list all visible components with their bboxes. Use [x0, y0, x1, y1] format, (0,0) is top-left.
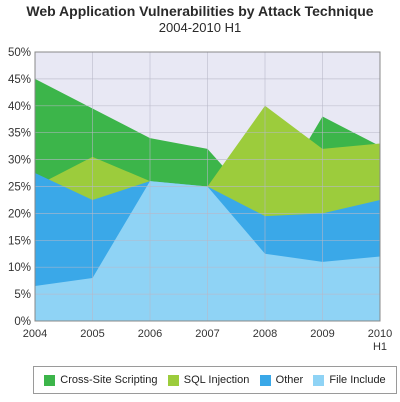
legend-item-file-include: File Include — [313, 374, 386, 386]
legend-item-other: Other — [259, 374, 304, 386]
legend-label-sql-injection: SQL Injection — [183, 374, 250, 386]
x-tick-label: 2006 — [138, 328, 162, 340]
y-tick-label: 10% — [8, 262, 31, 274]
y-tick-label: 15% — [8, 235, 31, 247]
plot-frame — [34, 51, 381, 322]
legend-swatch-other — [259, 374, 271, 386]
chart-subtitle: 2004-2010 H1 — [158, 20, 242, 35]
y-tick-label: 40% — [8, 101, 31, 113]
x-tick-label: 2010 — [368, 328, 392, 340]
x-tick-label: 2008 — [253, 328, 277, 340]
y-tick-label: 30% — [8, 155, 31, 167]
x-tick-label: 2004 — [23, 328, 47, 340]
legend-label-other: Other — [275, 374, 304, 386]
y-tick-label: 35% — [8, 128, 31, 140]
legend-item-xss: Cross-Site Scripting — [44, 374, 157, 386]
chart-legend: Cross-Site Scripting SQL Injection Other… — [33, 366, 397, 394]
legend-label-xss: Cross-Site Scripting — [60, 374, 158, 386]
y-tick-label: 45% — [8, 74, 31, 86]
y-tick-label: 25% — [8, 182, 31, 194]
legend-label-file-include: File Include — [329, 374, 386, 386]
y-tick-label: 0% — [14, 316, 31, 328]
legend-swatch-xss — [44, 374, 56, 386]
x-tick-label-line2: H1 — [373, 341, 387, 353]
y-tick-label: 20% — [8, 208, 31, 220]
y-tick-label: 50% — [8, 47, 31, 59]
x-tick-label: 2005 — [80, 328, 104, 340]
x-tick-label: 2009 — [310, 328, 334, 340]
legend-swatch-file-include — [313, 374, 325, 386]
legend-item-sql-injection: SQL Injection — [167, 374, 250, 386]
y-tick-label: 5% — [14, 289, 31, 301]
chart-title: Web Application Vulnerabilities by Attac… — [26, 3, 374, 19]
x-tick-label: 2007 — [195, 328, 219, 340]
legend-swatch-sql-injection — [167, 374, 179, 386]
